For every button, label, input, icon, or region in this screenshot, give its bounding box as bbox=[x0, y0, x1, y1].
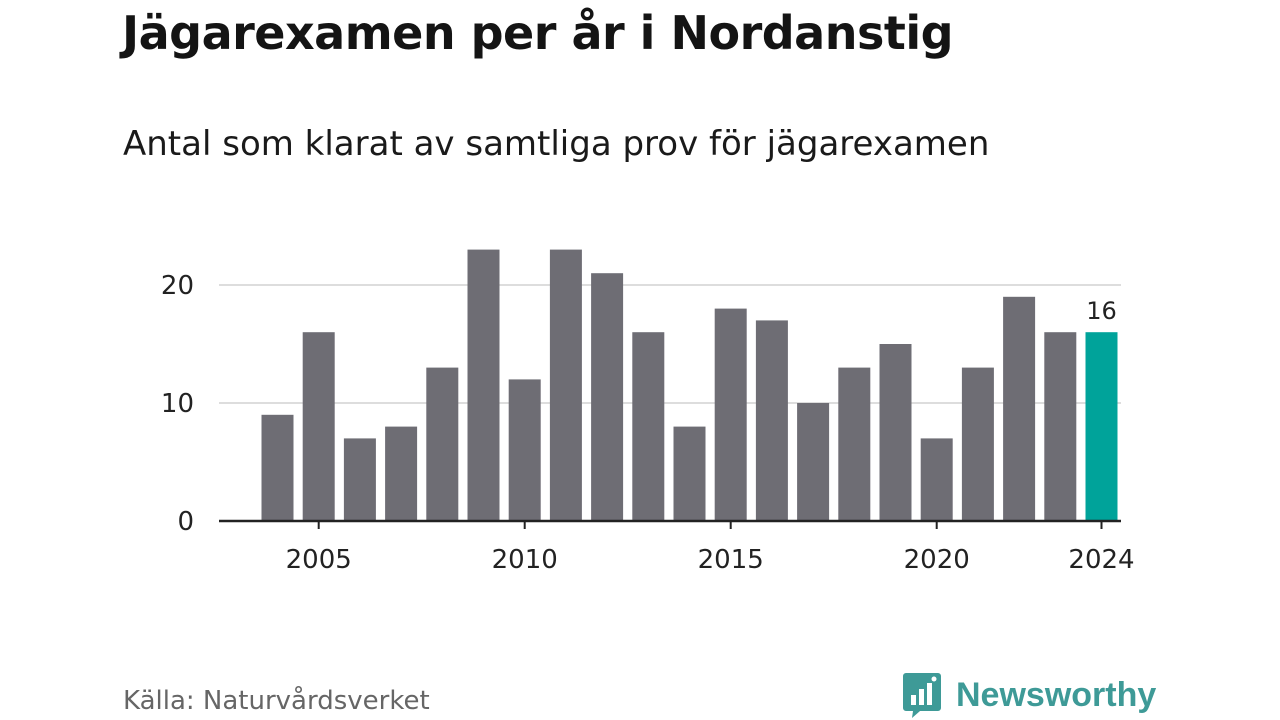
y-tick-label: 0 bbox=[177, 507, 194, 537]
bar bbox=[508, 379, 541, 521]
x-tick-label: 2010 bbox=[492, 545, 558, 575]
bar-highlight bbox=[1085, 332, 1118, 521]
bar bbox=[838, 367, 871, 521]
bar bbox=[755, 320, 788, 521]
data-label: 16 bbox=[1086, 297, 1117, 325]
chart-title: Jägarexamen per år i Nordanstig bbox=[122, 6, 954, 60]
bar bbox=[302, 332, 335, 521]
y-tick-label: 10 bbox=[161, 389, 194, 419]
x-tick-label: 2015 bbox=[698, 545, 764, 575]
bar bbox=[343, 438, 376, 521]
bar bbox=[467, 249, 500, 521]
bar bbox=[549, 249, 582, 521]
bar bbox=[632, 332, 665, 521]
bar bbox=[673, 426, 706, 521]
chart-subtitle: Antal som klarat av samtliga prov för jä… bbox=[123, 124, 990, 164]
bar bbox=[1003, 296, 1036, 521]
bar bbox=[385, 426, 418, 521]
bar bbox=[1044, 332, 1077, 521]
source-note: Källa: Naturvårdsverket bbox=[123, 686, 430, 716]
x-tick-label: 2020 bbox=[904, 545, 970, 575]
brand-logo: Newsworthy bbox=[902, 670, 1156, 720]
bar bbox=[591, 273, 624, 521]
brand-name: Newsworthy bbox=[956, 675, 1157, 714]
bar-chart-logo-icon bbox=[903, 673, 941, 718]
y-tick-label: 20 bbox=[161, 271, 194, 301]
bar bbox=[797, 403, 830, 521]
bar-chart: 0 10 20 16 2005 2010 2015 2020 2024 bbox=[161, 249, 1135, 575]
x-tick-label: 2024 bbox=[1068, 545, 1134, 575]
bar bbox=[426, 367, 459, 521]
bar bbox=[920, 438, 953, 521]
x-tick-label: 2005 bbox=[286, 545, 352, 575]
bar bbox=[879, 344, 912, 521]
bar bbox=[261, 414, 294, 521]
bar bbox=[961, 367, 994, 521]
bar bbox=[714, 308, 747, 521]
